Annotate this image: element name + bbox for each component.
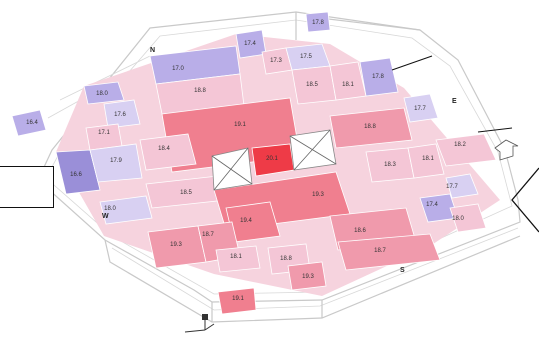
heatmap-cell-label: 18.8 — [364, 124, 376, 130]
heatmap-cell-label: 17.4 — [426, 202, 438, 208]
heatmap-cell-label: 19.3 — [170, 242, 182, 248]
heatmap-cell-label: 16.6 — [70, 172, 82, 178]
heatmap-cell-label: 18.0 — [452, 216, 464, 222]
compass-south: S — [400, 267, 405, 274]
heatmap-cell-a37 — [217, 287, 257, 315]
heatmap-cell-label: 18.1 — [230, 254, 242, 260]
heatmap-cell-label: 18.0 — [104, 206, 116, 212]
heatmap-cell-label: 18.8 — [194, 88, 206, 94]
heatmap-cell-label: 16.4 — [26, 120, 38, 126]
leader-lines — [391, 55, 539, 233]
heatmap-cell-label: 18.4 — [158, 146, 170, 152]
heatmap-cell-a25 — [445, 173, 479, 199]
heatmap-cell-label: 17.7 — [446, 184, 458, 190]
heatmap-cell-label: 20.1 — [266, 156, 278, 162]
heatmap-cell-label: 19.3 — [312, 192, 324, 198]
heatmap-cell-a11 — [103, 99, 141, 129]
heatmap-cell-a14 — [85, 123, 123, 151]
heatmap-cell-label: 17.4 — [244, 41, 256, 47]
heatmap-cell-label: 18.7 — [202, 232, 214, 238]
heatmap-cell-a17 — [435, 133, 497, 167]
axis-gizmo-icon — [184, 314, 215, 333]
heatmap-cell-a1 — [305, 11, 331, 33]
compass-east: E — [452, 98, 457, 105]
heatmap-cell-label: 18.7 — [374, 248, 386, 254]
heatmap-cell-label: 18.1 — [342, 82, 354, 88]
heatmap-cell-label: 17.7 — [414, 106, 426, 112]
callout-box-left — [0, 166, 54, 208]
heatmap-cell-label: 19.3 — [302, 274, 314, 280]
heatmap-cell-label: 17.5 — [300, 54, 312, 60]
heatmap-cell-label: 17.9 — [110, 158, 122, 164]
heatmap-cell-label: 18.5 — [306, 82, 318, 88]
heatmap-cell-a19 — [89, 143, 143, 183]
heatmap-cell-label: 18.6 — [354, 228, 366, 234]
heatmap-cell-label: 17.8 — [372, 74, 384, 80]
heatmap-cell-a36 — [287, 261, 327, 291]
heatmap-cell-label: 17.6 — [114, 112, 126, 118]
compass-north: N — [150, 47, 155, 54]
heatmap-cell-a33 — [215, 245, 261, 273]
heatmap-cell-label: 17.1 — [98, 130, 110, 136]
heatmap-cell-a10 — [359, 57, 399, 97]
heatmap-cell-a26 — [99, 195, 153, 225]
heatmap-cell-a16 — [329, 107, 413, 149]
heatmap-cell-label: 18.1 — [422, 156, 434, 162]
heatmap-cell-label: 19.1 — [234, 122, 246, 128]
heatmap-cell-label: 18.0 — [96, 91, 108, 97]
heatmap-cell-a29 — [449, 203, 487, 233]
heatmap-cell-label: 18.8 — [280, 256, 292, 262]
up-arrow-icon — [494, 139, 519, 161]
heatmap-cell-label: 17.0 — [172, 66, 184, 72]
heatmap-cell-label: 18.3 — [384, 162, 396, 168]
heatmap-cell-label: 17.8 — [312, 20, 324, 26]
heatmap-cells: 17.8 17.4 17.3 17.5 18.0 17.0 18.8 18.5 18.1 17.8… — [11, 11, 500, 315]
heatmap-cell-label: 18.2 — [454, 142, 466, 148]
heatmap-cell-a38 — [11, 109, 47, 137]
heatmap-cell-label: 19.1 — [232, 296, 244, 302]
heatmap-cell-a18 — [55, 149, 101, 195]
heatmap-cell-a35 — [337, 233, 441, 271]
atrium-openings — [211, 129, 337, 191]
heatmap-cell-label: 18.5 — [180, 190, 192, 196]
heatmap-cell-label: 19.4 — [240, 218, 252, 224]
heatmap-cell-a15 — [139, 133, 197, 171]
heatmap-cell-a5 — [83, 81, 125, 105]
compass-west: W — [102, 213, 109, 220]
heatmap-cell-label: 17.3 — [270, 58, 282, 64]
heatmap-cell-a13 — [403, 93, 439, 123]
heatmap-cell-a22 — [407, 143, 445, 179]
